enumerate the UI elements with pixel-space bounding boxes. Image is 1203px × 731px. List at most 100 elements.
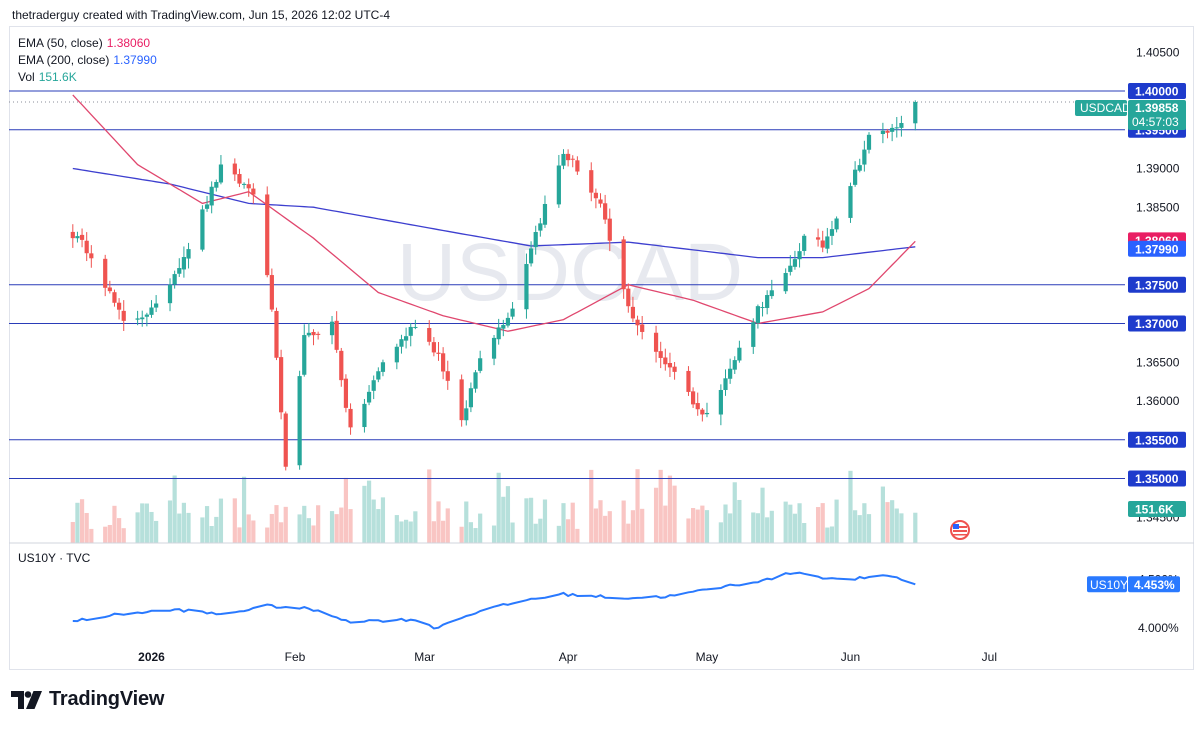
candle-body[interactable] — [635, 319, 640, 326]
candle-body[interactable] — [533, 232, 538, 248]
candle-body[interactable] — [246, 184, 251, 189]
candle-body[interactable] — [834, 218, 839, 230]
candle-body[interactable] — [348, 408, 353, 428]
candle-body[interactable] — [116, 302, 122, 310]
candle-body[interactable] — [394, 346, 399, 363]
candle-body[interactable] — [607, 218, 612, 241]
candle-body[interactable] — [501, 325, 506, 329]
candle-body[interactable] — [144, 314, 149, 317]
candle-body[interactable] — [464, 408, 469, 421]
candle-body[interactable] — [737, 347, 742, 361]
candle-body[interactable] — [723, 378, 728, 390]
volume-legend[interactable]: Vol 151.6K — [18, 70, 77, 84]
candle-body[interactable] — [566, 153, 571, 161]
candle-body[interactable] — [89, 253, 94, 259]
candle-body[interactable] — [653, 332, 659, 352]
candle-body[interactable] — [598, 199, 603, 204]
level-price-tag[interactable]: 1.37000 — [1128, 315, 1186, 332]
candle-body[interactable] — [524, 264, 529, 310]
candle-body[interactable] — [788, 265, 793, 272]
candle-body[interactable] — [755, 306, 761, 324]
candle-body[interactable] — [241, 183, 247, 185]
candle-body[interactable] — [204, 204, 210, 209]
us10y-line[interactable] — [72, 571, 916, 630]
candle-body[interactable] — [686, 370, 691, 392]
candle-body[interactable] — [186, 249, 191, 259]
level-price-tag[interactable]: 1.40000 — [1128, 83, 1186, 99]
candle-body[interactable] — [621, 239, 626, 290]
candle-body[interactable] — [399, 339, 404, 347]
candle-body[interactable] — [718, 389, 723, 415]
candle-body[interactable] — [542, 203, 548, 225]
candle-body[interactable] — [894, 127, 899, 129]
candle-body[interactable] — [431, 342, 436, 353]
candle-body[interactable] — [862, 149, 867, 165]
candle-body[interactable] — [732, 360, 737, 370]
candle-body[interactable] — [704, 412, 710, 415]
candle-body[interactable] — [274, 310, 279, 358]
candle-body[interactable] — [135, 318, 140, 320]
candle-body[interactable] — [658, 351, 663, 358]
candle-body[interactable] — [700, 409, 705, 415]
candle-body[interactable] — [218, 164, 224, 183]
ema200-price-tag[interactable]: 1.37990 — [1128, 240, 1186, 257]
candle-body[interactable] — [408, 326, 413, 336]
candle-body[interactable] — [769, 290, 774, 297]
candle-body[interactable] — [380, 362, 386, 372]
candle-body[interactable] — [316, 333, 321, 335]
candle-body[interactable] — [626, 288, 631, 307]
candle-body[interactable] — [820, 240, 825, 248]
candle-body[interactable] — [265, 194, 270, 276]
candle-body[interactable] — [848, 186, 853, 218]
candle-body[interactable] — [663, 357, 668, 365]
candle-body[interactable] — [913, 102, 918, 124]
candle-body[interactable] — [505, 317, 511, 326]
candle-body[interactable] — [459, 379, 464, 421]
candle-body[interactable] — [760, 307, 765, 309]
candle-body[interactable] — [214, 182, 219, 188]
candle-body[interactable] — [496, 327, 501, 340]
candle-body[interactable] — [172, 274, 177, 285]
candle-body[interactable] — [880, 130, 885, 135]
candle-body[interactable] — [672, 366, 677, 372]
candle-body[interactable] — [825, 236, 830, 249]
candle-body[interactable] — [751, 322, 756, 347]
candle-body[interactable] — [575, 160, 580, 172]
candle-body[interactable] — [468, 388, 474, 408]
candle-body[interactable] — [167, 284, 173, 304]
ema50-legend[interactable]: EMA (50, close) 1.38060 — [18, 36, 151, 50]
candle-body[interactable] — [237, 174, 242, 184]
candle-body[interactable] — [107, 287, 112, 292]
candle-body[interactable] — [343, 378, 349, 408]
candle-body[interactable] — [306, 332, 311, 336]
candle-body[interactable] — [853, 169, 858, 185]
candle-body[interactable] — [181, 257, 187, 270]
candle-body[interactable] — [121, 310, 126, 321]
candle-body[interactable] — [200, 209, 205, 250]
tradingview-logo[interactable]: TradingView — [11, 688, 164, 711]
candle-body[interactable] — [209, 186, 214, 206]
candle-body[interactable] — [802, 235, 807, 251]
candle-body[interactable] — [334, 320, 339, 350]
candle-body[interactable] — [667, 363, 673, 368]
candle-body[interactable] — [297, 376, 302, 466]
volume-value-tag[interactable]: 151.6K — [1128, 501, 1186, 517]
candle-body[interactable] — [441, 353, 446, 372]
candle-body[interactable] — [885, 130, 890, 133]
candle-body[interactable] — [857, 165, 862, 171]
candle-body[interactable] — [362, 403, 367, 428]
candle-body[interactable] — [79, 234, 85, 240]
candle-body[interactable] — [695, 403, 700, 410]
candle-body[interactable] — [570, 158, 575, 160]
candle-body[interactable] — [866, 134, 872, 150]
candle-body[interactable] — [561, 153, 566, 166]
candle-body[interactable] — [339, 350, 344, 381]
level-price-tag[interactable]: 1.35500 — [1128, 431, 1186, 448]
candle-body[interactable] — [829, 229, 835, 236]
candle-body[interactable] — [403, 336, 409, 341]
candle-body[interactable] — [269, 275, 274, 310]
candle-body[interactable] — [427, 328, 432, 342]
candle-body[interactable] — [603, 203, 608, 220]
candle-body[interactable] — [371, 380, 376, 391]
